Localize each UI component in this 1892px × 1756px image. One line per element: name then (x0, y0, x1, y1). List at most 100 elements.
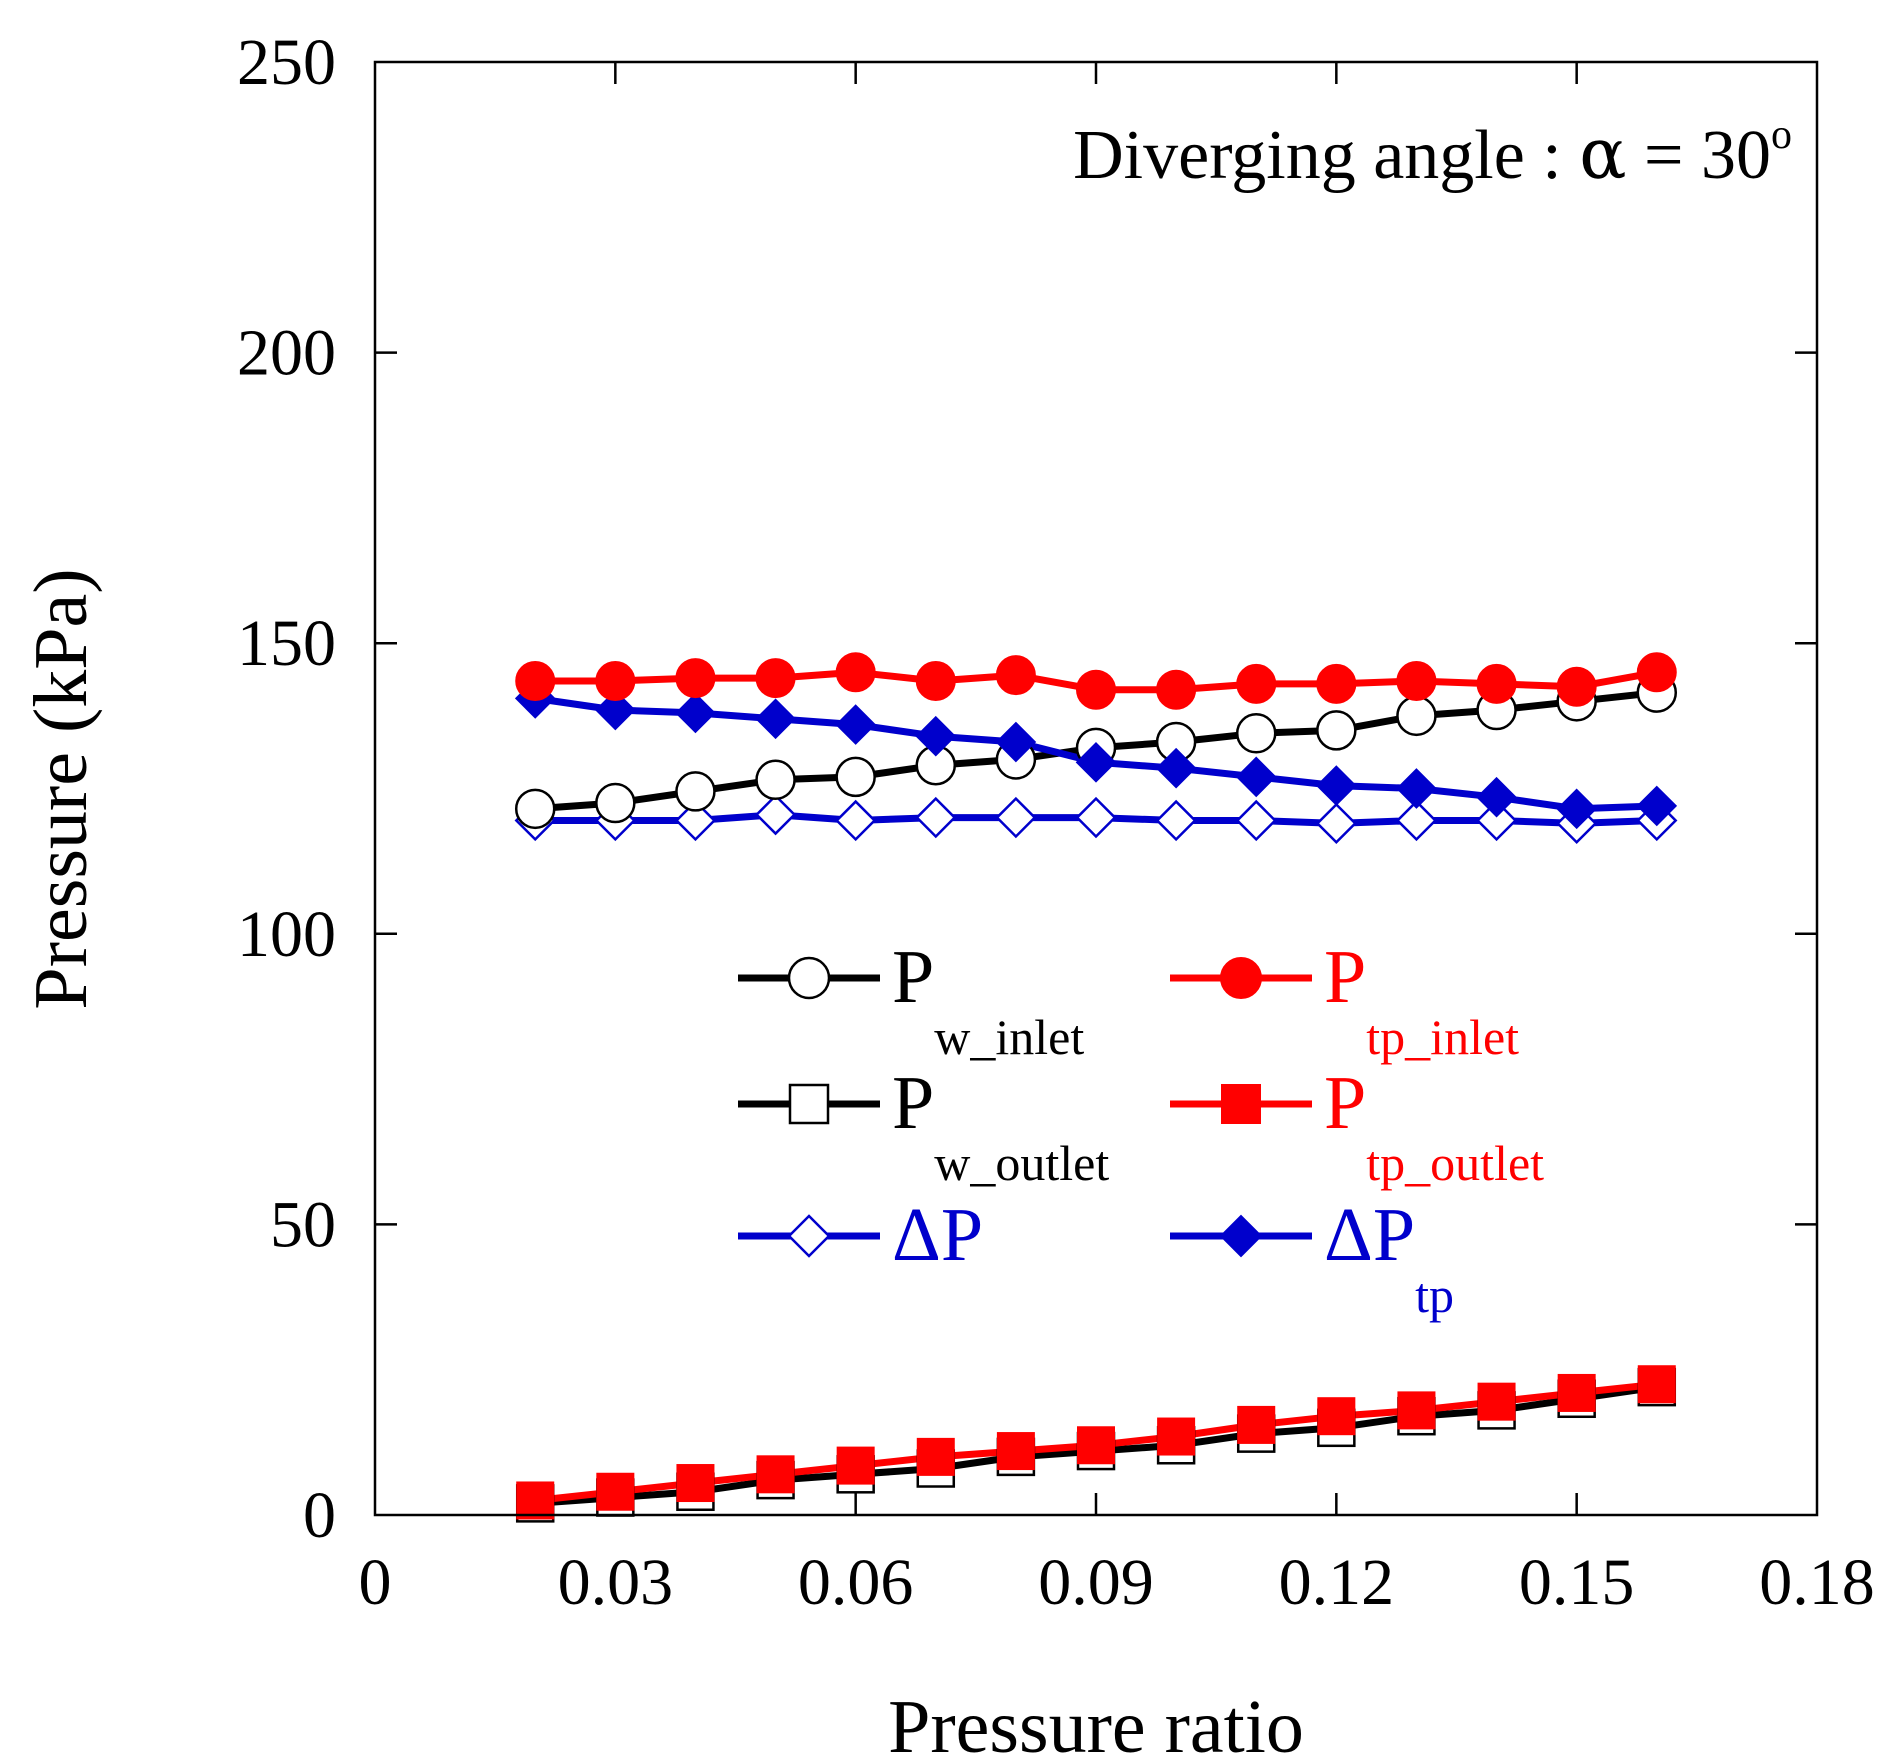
y-tick-label: 0 (303, 1479, 336, 1552)
data-point-ptp_in (1156, 669, 1197, 710)
legend-swatch-marker (1221, 1084, 1261, 1124)
axis-ticks (375, 62, 1817, 1515)
data-point-ptp_in (675, 658, 716, 699)
data-point-ptp_in (1636, 652, 1677, 693)
legend-label-main: P (1324, 935, 1366, 1019)
y-tick-label: 50 (270, 1188, 336, 1261)
data-point-dp (1075, 796, 1117, 839)
data-point-ptp_out (1637, 1365, 1676, 1404)
x-tick-label: 0.06 (798, 1546, 914, 1619)
data-point-ptp_in (755, 658, 796, 699)
data-point-pw_in (1235, 713, 1277, 754)
data-point-dptp (1155, 747, 1197, 789)
data-point-ptp_in (515, 660, 556, 701)
data-point-dp (834, 799, 877, 842)
legend-label: Ptp_outlet (1324, 1061, 1544, 1191)
data-point-dptp (1396, 768, 1437, 809)
x-tick-label: 0.09 (1038, 1546, 1154, 1619)
legend-label-sub: tp (1415, 1267, 1454, 1323)
data-point-pw_in (514, 788, 556, 830)
data-point-ptp_out (1237, 1405, 1276, 1444)
y-tick-label: 100 (237, 898, 336, 971)
x-tick-label: 0.03 (558, 1546, 674, 1619)
legend-label-main: ΔP (892, 1193, 983, 1277)
legend-label-main: P (892, 935, 934, 1019)
x-tick-label: 0.12 (1279, 1546, 1395, 1619)
data-point-ptp_in (1076, 669, 1116, 710)
legend-swatch-marker (788, 1083, 830, 1125)
data-point-ptp_out (1557, 1373, 1596, 1412)
legend-label-sub: tp_outlet (1366, 1135, 1544, 1191)
data-point-ptp_out (1077, 1426, 1115, 1465)
data-point-ptp_in (995, 655, 1036, 696)
legend-item-pw_in: Pw_inlet (738, 935, 1084, 1065)
data-point-ptp_in (595, 660, 636, 701)
data-point-ptp_out (1317, 1397, 1356, 1436)
data-point-dp (1475, 799, 1518, 842)
data-point-ptp_out (916, 1437, 955, 1476)
data-point-dp (1395, 799, 1438, 842)
legend-label: Pw_outlet (892, 1061, 1109, 1191)
data-point-ptp_out (676, 1464, 715, 1503)
legend-swatch-marker (1220, 957, 1262, 999)
y-axis-label: Pressure (kPa) (19, 568, 103, 1009)
data-point-ptp_in (1396, 660, 1437, 701)
series-markers (514, 652, 1678, 1523)
legend-label-sub: w_outlet (934, 1135, 1109, 1191)
series-points-pw_in (514, 672, 1678, 830)
data-point-ptp_out (1477, 1382, 1516, 1421)
data-point-ptp_in (835, 652, 876, 693)
data-point-pw_in (675, 771, 716, 812)
data-point-ptp_in (1316, 663, 1357, 704)
data-point-pw_in (755, 759, 796, 801)
data-point-dp (1235, 799, 1277, 842)
data-point-dptp (835, 704, 876, 745)
annotation-rest: = 30 (1627, 117, 1771, 194)
legend-label: ΔP (892, 1193, 983, 1277)
data-point-dptp (1636, 785, 1678, 827)
legend-label-main: ΔP (1324, 1193, 1415, 1277)
data-point-dptp (595, 689, 636, 731)
data-point-ptp_out (1397, 1391, 1436, 1430)
legend-swatch-marker (1219, 1214, 1263, 1258)
data-point-ptp_out (596, 1472, 635, 1511)
data-point-dptp (915, 715, 957, 757)
data-point-dptp (1075, 742, 1117, 783)
data-point-ptp_in (1556, 666, 1597, 707)
annotation-prefix: Diverging angle : (1073, 117, 1579, 194)
tick-labels: 0 0.03 0.06 0.09 0.12 0.15 0.18 0 50 100 150 200 250 (237, 26, 1875, 1619)
legend-label-main: P (1324, 1061, 1366, 1145)
legend-swatch-marker (787, 1214, 831, 1258)
legend-item-pw_out: Pw_outlet (738, 1061, 1109, 1191)
legend-label: Ptp_inlet (1324, 935, 1519, 1065)
data-point-pw_in (595, 782, 636, 824)
series-points-ptp_out (516, 1365, 1676, 1520)
data-point-ptp_out (756, 1455, 795, 1494)
x-axis-label: Pressure ratio (888, 1685, 1304, 1756)
data-point-dptp (995, 721, 1037, 763)
y-tick-label: 250 (237, 26, 336, 99)
data-point-dp (674, 799, 717, 842)
data-point-dp (754, 793, 797, 836)
series-points-ptp_in (515, 652, 1677, 710)
data-point-ptp_out (1157, 1417, 1196, 1456)
annotation-superscript: o (1771, 112, 1792, 158)
x-tick-label: 0.15 (1519, 1546, 1635, 1619)
data-point-dptp (1316, 765, 1357, 806)
data-point-dptp (1235, 756, 1277, 798)
legend-label-sub: tp_inlet (1366, 1009, 1519, 1065)
x-tick-label: 0.18 (1759, 1546, 1875, 1619)
data-point-ptp_in (915, 660, 956, 701)
data-point-ptp_out (836, 1446, 875, 1485)
legend-item-ptp_in: Ptp_inlet (1170, 935, 1519, 1065)
data-point-ptp_out (516, 1481, 555, 1520)
data-point-dp (995, 796, 1037, 839)
legend-item-ptp_out: Ptp_outlet (1170, 1061, 1544, 1191)
series-points-dp (514, 793, 1678, 845)
data-point-dptp (675, 692, 716, 734)
legend-swatch-marker (787, 956, 831, 1000)
data-point-dptp (1476, 776, 1517, 818)
data-point-ptp_in (1476, 663, 1517, 704)
